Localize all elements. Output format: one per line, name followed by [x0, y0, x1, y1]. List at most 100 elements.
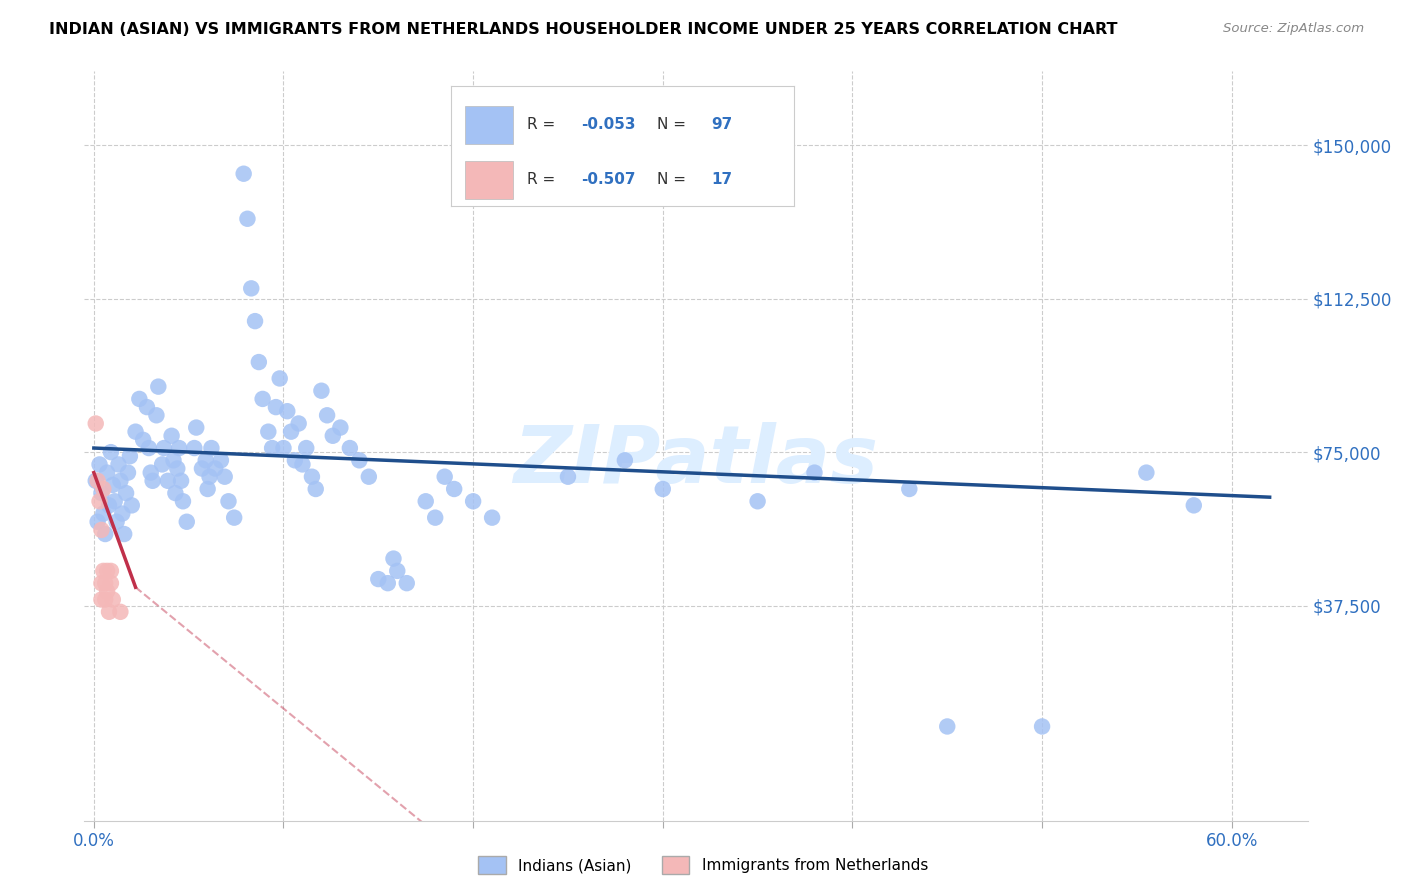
Point — [90, 523, 112, 537]
Point — [91, 507, 114, 521]
Point — [121, 499, 143, 513]
Point — [136, 400, 159, 414]
Point — [94, 592, 117, 607]
Point — [145, 409, 167, 423]
Point — [183, 441, 205, 455]
Point — [425, 510, 447, 524]
Point — [148, 379, 170, 393]
Point — [90, 592, 112, 607]
Point — [236, 211, 259, 226]
Point — [167, 441, 190, 455]
Point — [170, 474, 193, 488]
Point — [1135, 466, 1157, 480]
Point — [224, 510, 246, 524]
Point — [214, 469, 236, 483]
Point — [651, 482, 673, 496]
Point — [1031, 719, 1053, 733]
Point — [96, 564, 118, 578]
Point — [443, 482, 465, 496]
Point — [316, 409, 339, 423]
Point — [252, 392, 274, 406]
Point — [110, 605, 132, 619]
Point — [257, 425, 280, 439]
Point — [557, 469, 579, 483]
Point — [84, 417, 107, 431]
Point — [150, 458, 173, 472]
Point — [124, 425, 146, 439]
Point — [218, 494, 240, 508]
Point — [433, 469, 456, 483]
Point — [138, 441, 160, 455]
Point — [395, 576, 418, 591]
Point — [280, 425, 302, 439]
Point — [90, 486, 112, 500]
Point — [305, 482, 328, 496]
Point — [104, 494, 127, 508]
Point — [132, 433, 155, 447]
Text: Source: ZipAtlas.com: Source: ZipAtlas.com — [1223, 22, 1364, 36]
Point — [322, 429, 344, 443]
Point — [105, 515, 128, 529]
Point — [86, 474, 108, 488]
Point — [287, 417, 309, 431]
Point — [98, 499, 121, 513]
Point — [94, 527, 117, 541]
Point — [415, 494, 437, 508]
Point — [117, 466, 139, 480]
Point — [84, 474, 107, 488]
Point — [339, 441, 361, 455]
Point — [276, 404, 298, 418]
Point — [142, 474, 165, 488]
Point — [200, 441, 222, 455]
Point — [165, 486, 187, 500]
Point — [481, 510, 503, 524]
Point — [311, 384, 333, 398]
Point — [357, 469, 380, 483]
Point — [387, 564, 409, 578]
Point — [160, 429, 183, 443]
Point — [90, 576, 112, 591]
Point — [284, 453, 307, 467]
Point — [898, 482, 921, 496]
Point — [86, 515, 108, 529]
Point — [100, 445, 122, 459]
Point — [367, 572, 389, 586]
Point — [96, 466, 118, 480]
Point — [110, 474, 132, 488]
Point — [329, 420, 352, 434]
Point — [295, 441, 318, 455]
Point — [197, 482, 219, 496]
Point — [100, 576, 122, 591]
Point — [107, 458, 129, 472]
Point — [166, 461, 188, 475]
Point — [247, 355, 270, 369]
Point — [89, 494, 111, 508]
Point — [186, 420, 208, 434]
Point — [209, 453, 232, 467]
Point — [301, 469, 323, 483]
Point — [98, 605, 121, 619]
Point — [747, 494, 769, 508]
Point — [269, 371, 291, 385]
Point — [128, 392, 150, 406]
Point — [111, 507, 134, 521]
Text: ZIPatlas: ZIPatlas — [513, 422, 879, 500]
Point — [936, 719, 959, 733]
Legend: Indians (Asian), Immigrants from Netherlands: Indians (Asian), Immigrants from Netherl… — [472, 850, 934, 880]
Point — [118, 449, 141, 463]
Point — [101, 592, 124, 607]
Point — [349, 453, 371, 467]
Point — [153, 441, 176, 455]
Point — [377, 576, 399, 591]
Point — [91, 482, 114, 496]
Point — [291, 458, 314, 472]
Text: INDIAN (ASIAN) VS IMMIGRANTS FROM NETHERLANDS HOUSEHOLDER INCOME UNDER 25 YEARS : INDIAN (ASIAN) VS IMMIGRANTS FROM NETHER… — [49, 22, 1118, 37]
Point — [204, 461, 226, 475]
Point — [1182, 499, 1205, 513]
Point — [194, 453, 217, 467]
Point — [273, 441, 295, 455]
Point — [803, 466, 825, 480]
Point — [89, 458, 111, 472]
Point — [172, 494, 194, 508]
Point — [613, 453, 636, 467]
